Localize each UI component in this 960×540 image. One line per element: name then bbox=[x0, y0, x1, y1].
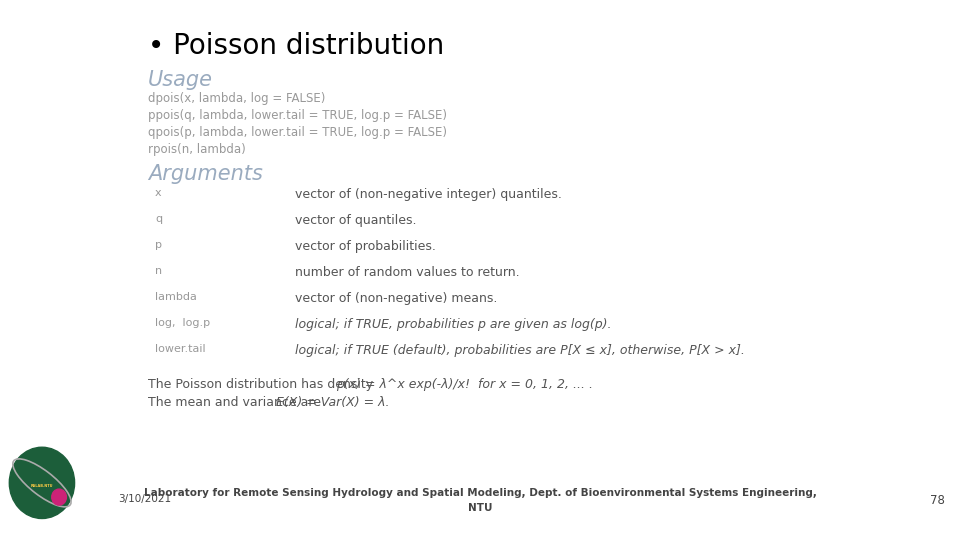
Text: Usage: Usage bbox=[148, 70, 213, 90]
Text: • Poisson distribution: • Poisson distribution bbox=[148, 32, 444, 60]
Text: Arguments: Arguments bbox=[148, 164, 263, 184]
Text: 78: 78 bbox=[930, 494, 945, 507]
Text: 3/10/2021: 3/10/2021 bbox=[118, 494, 171, 504]
Text: The Poisson distribution has density: The Poisson distribution has density bbox=[148, 378, 381, 391]
Text: qpois(p, lambda, lower.tail = TRUE, log.p = FALSE): qpois(p, lambda, lower.tail = TRUE, log.… bbox=[148, 126, 447, 139]
Text: log,  log.p: log, log.p bbox=[155, 318, 210, 328]
Text: NTU: NTU bbox=[468, 503, 492, 513]
Text: rpois(n, lambda): rpois(n, lambda) bbox=[148, 143, 246, 156]
Text: RSLAB.NTU: RSLAB.NTU bbox=[31, 484, 53, 489]
Text: p: p bbox=[155, 240, 162, 250]
Text: vector of probabilities.: vector of probabilities. bbox=[295, 240, 436, 253]
Text: vector of quantiles.: vector of quantiles. bbox=[295, 214, 417, 227]
Text: q: q bbox=[155, 214, 162, 224]
Text: E(X) = Var(X) = λ.: E(X) = Var(X) = λ. bbox=[276, 396, 390, 409]
Text: vector of (non-negative integer) quantiles.: vector of (non-negative integer) quantil… bbox=[295, 188, 562, 201]
Text: x: x bbox=[155, 188, 161, 198]
Text: number of random values to return.: number of random values to return. bbox=[295, 266, 519, 279]
Text: p(x) = λ^x exp(-λ)/x!  for x = 0, 1, 2, ... .: p(x) = λ^x exp(-λ)/x! for x = 0, 1, 2, .… bbox=[336, 378, 593, 391]
Text: logical; if TRUE (default), probabilities are P[X ≤ x], otherwise, P[X > x].: logical; if TRUE (default), probabilitie… bbox=[295, 344, 745, 357]
Text: logical; if TRUE, probabilities p are given as log(p).: logical; if TRUE, probabilities p are gi… bbox=[295, 318, 612, 331]
Circle shape bbox=[10, 447, 75, 518]
Text: vector of (non-negative) means.: vector of (non-negative) means. bbox=[295, 292, 497, 305]
Circle shape bbox=[52, 489, 66, 505]
Text: n: n bbox=[155, 266, 162, 276]
Text: lambda: lambda bbox=[155, 292, 197, 302]
Text: lower.tail: lower.tail bbox=[155, 344, 205, 354]
Text: The mean and variance are: The mean and variance are bbox=[148, 396, 325, 409]
Text: Laboratory for Remote Sensing Hydrology and Spatial Modeling, Dept. of Bioenviro: Laboratory for Remote Sensing Hydrology … bbox=[144, 488, 816, 498]
Text: ppois(q, lambda, lower.tail = TRUE, log.p = FALSE): ppois(q, lambda, lower.tail = TRUE, log.… bbox=[148, 109, 447, 122]
Text: dpois(x, lambda, log = FALSE): dpois(x, lambda, log = FALSE) bbox=[148, 92, 325, 105]
